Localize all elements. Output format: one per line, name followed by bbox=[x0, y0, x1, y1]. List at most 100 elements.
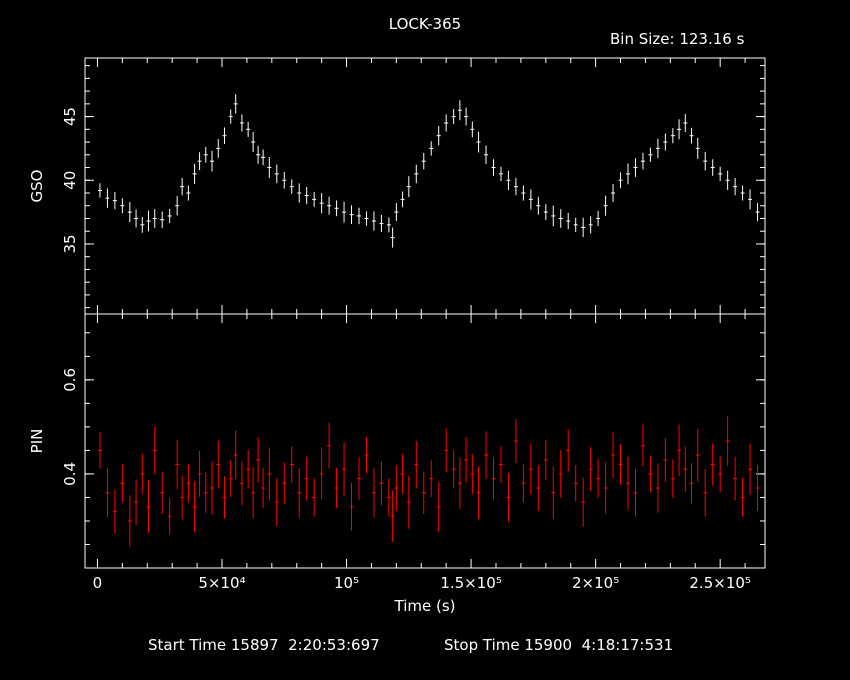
gso-data-point bbox=[470, 121, 475, 138]
pin-data-point bbox=[371, 468, 376, 518]
gso-data-point bbox=[436, 126, 441, 146]
pin-data-point bbox=[663, 437, 668, 482]
pin-data-point bbox=[146, 480, 151, 534]
gso-data-point bbox=[394, 203, 399, 222]
pin-data-point bbox=[543, 439, 548, 480]
gso-data-point bbox=[349, 205, 354, 224]
pin-data-point bbox=[197, 451, 202, 497]
pin-data-point bbox=[740, 478, 745, 517]
gso-data-point bbox=[573, 217, 578, 233]
pin-data-point bbox=[228, 460, 233, 497]
x-axis-label: Time (s) bbox=[394, 597, 456, 615]
gso-data-point bbox=[689, 127, 694, 144]
pin-y-tick-label: 0.4 bbox=[61, 462, 79, 486]
gso-y-axis-label: GSO bbox=[28, 170, 46, 203]
gso-data-point bbox=[677, 119, 682, 140]
gso-data-point bbox=[429, 141, 434, 156]
pin-data-point bbox=[282, 462, 287, 505]
gso-data-point bbox=[282, 172, 287, 189]
gso-points bbox=[97, 94, 760, 248]
pin-data-point bbox=[513, 419, 518, 463]
pin-data-point bbox=[342, 442, 347, 496]
gso-data-point bbox=[400, 191, 405, 208]
gso-data-point bbox=[581, 217, 586, 238]
pin-data-point bbox=[356, 457, 361, 500]
pin-data-point bbox=[558, 450, 563, 498]
stop-time-label: Stop Time 15900 4:18:17:531 bbox=[444, 636, 674, 654]
gso-data-point bbox=[140, 216, 145, 233]
gso-data-point bbox=[364, 211, 369, 226]
start-time-label: Start Time 15897 2:20:53:697 bbox=[148, 636, 380, 654]
gso-data-point bbox=[670, 128, 675, 144]
pin-data-point bbox=[152, 426, 157, 475]
gso-data-point bbox=[261, 149, 266, 166]
pin-data-point bbox=[400, 453, 405, 495]
pin-data-point bbox=[536, 465, 541, 511]
pin-data-point bbox=[97, 432, 102, 469]
gso-data-point bbox=[105, 188, 110, 208]
pin-y-axis-label: PIN bbox=[28, 429, 46, 454]
pin-data-point bbox=[476, 466, 481, 520]
pin-data-point bbox=[210, 461, 215, 515]
gso-data-point bbox=[414, 164, 419, 184]
pin-data-point bbox=[683, 446, 688, 493]
gso-data-point bbox=[152, 209, 157, 228]
gso-data-point bbox=[648, 147, 653, 162]
pin-data-point bbox=[394, 465, 399, 511]
gso-data-point bbox=[228, 109, 233, 124]
pin-data-point bbox=[733, 456, 738, 501]
pin-data-point bbox=[160, 471, 165, 514]
gso-data-point bbox=[528, 189, 533, 210]
pin-data-point bbox=[626, 456, 631, 510]
gso-data-point bbox=[683, 113, 688, 132]
pin-data-point bbox=[551, 466, 556, 520]
gso-data-point bbox=[251, 132, 256, 153]
gso-data-point bbox=[256, 145, 261, 164]
gso-data-point bbox=[603, 195, 608, 216]
pin-data-point bbox=[703, 468, 708, 517]
gso-data-point bbox=[274, 164, 279, 184]
pin-panel: 0 5×10⁴ 10⁵ 1.5×10⁵ 2×10⁵ 2.5×10⁵ 0.4 0.6 PIN bbox=[28, 313, 766, 592]
pin-data-point bbox=[596, 459, 601, 498]
gso-data-point bbox=[112, 192, 117, 210]
pin-data-point bbox=[192, 481, 197, 533]
pin-y-tick-label: 0.6 bbox=[61, 368, 79, 392]
gso-data-point bbox=[175, 196, 180, 216]
gso-data-point bbox=[127, 202, 132, 223]
pin-data-point bbox=[175, 439, 180, 490]
pin-data-point bbox=[484, 431, 489, 479]
gso-data-point bbox=[588, 216, 593, 234]
gso-data-point bbox=[239, 114, 244, 132]
x-tick-label: 2×10⁵ bbox=[572, 574, 619, 592]
gso-data-point bbox=[180, 178, 185, 196]
gso-data-point bbox=[197, 152, 202, 171]
gso-data-point bbox=[498, 166, 503, 182]
gso-data-point bbox=[233, 94, 238, 114]
pin-data-point bbox=[120, 464, 125, 503]
pin-data-point bbox=[648, 455, 653, 493]
gso-data-point bbox=[444, 114, 449, 132]
gso-data-point bbox=[134, 209, 139, 228]
pin-data-point bbox=[710, 443, 715, 486]
pin-data-point bbox=[379, 461, 384, 506]
gso-data-point bbox=[457, 100, 462, 121]
pin-data-point bbox=[755, 465, 760, 511]
gso-data-point bbox=[406, 176, 411, 198]
pin-data-point bbox=[134, 479, 139, 526]
chart-title: LOCK-365 bbox=[388, 15, 462, 33]
pin-data-point bbox=[633, 468, 638, 517]
pin-data-point bbox=[457, 457, 462, 509]
gso-data-point bbox=[618, 172, 623, 189]
gso-data-point bbox=[327, 196, 332, 215]
pin-data-point bbox=[349, 483, 354, 531]
pin-data-point bbox=[521, 464, 526, 503]
pin-data-point bbox=[105, 468, 110, 518]
gso-data-point bbox=[611, 184, 616, 202]
pin-data-point bbox=[618, 444, 623, 485]
pin-data-point bbox=[261, 467, 266, 509]
gso-data-point bbox=[551, 205, 556, 227]
pin-data-point bbox=[127, 495, 132, 547]
gso-data-point bbox=[216, 139, 221, 158]
